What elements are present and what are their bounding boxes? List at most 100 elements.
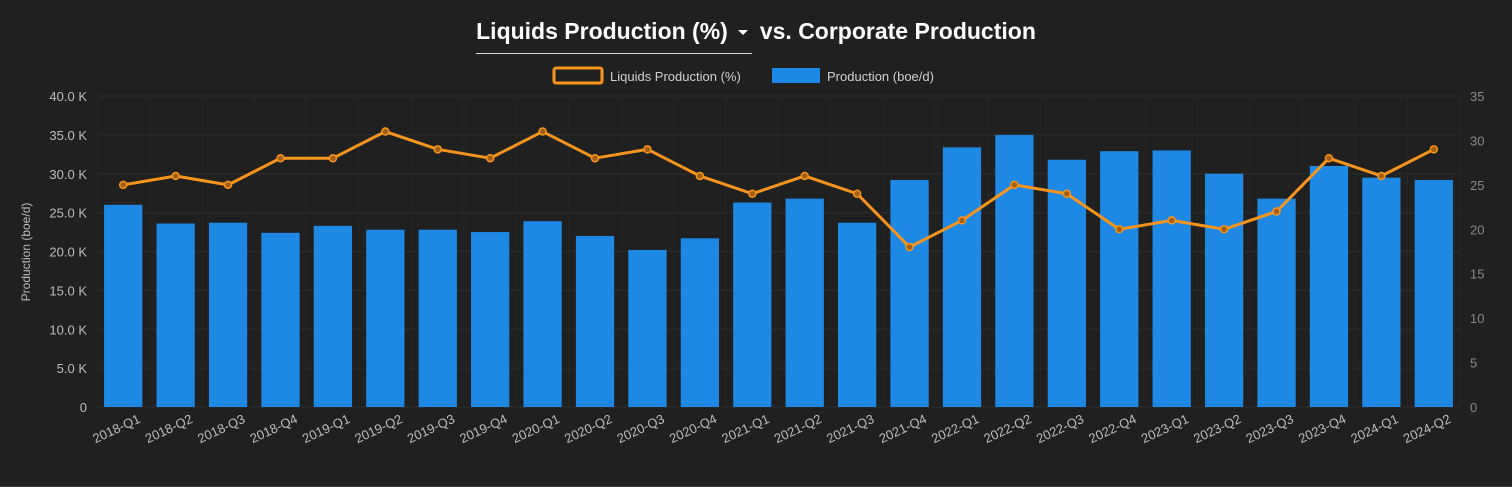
bar-2018-Q2[interactable] bbox=[156, 223, 195, 407]
y-tick-label-right: 0 bbox=[1470, 400, 1477, 415]
x-tick-label: 2022-Q1 bbox=[929, 411, 981, 446]
y-tick-label-left: 10.0 K bbox=[49, 322, 87, 337]
legend-item-liquids[interactable]: Liquids Production (%) bbox=[552, 66, 741, 85]
grid-lines bbox=[96, 95, 1461, 408]
line-point-2020-Q4[interactable] bbox=[695, 171, 705, 181]
x-axis: 2018-Q1 2018-Q2 2018-Q3 2018-Q4 2019-Q1 2019-… bbox=[90, 411, 1453, 446]
y-tick-label-left: 40.0 K bbox=[49, 89, 87, 104]
x-tick-label: 2018-Q1 bbox=[90, 411, 142, 446]
bar-2021-Q2[interactable] bbox=[785, 198, 824, 407]
metric-dropdown-label: Liquids Production (%) bbox=[476, 18, 728, 44]
line-point-2021-Q4[interactable] bbox=[905, 242, 914, 252]
bar-2022-Q4[interactable] bbox=[1100, 151, 1139, 407]
line-point-2022-Q4[interactable] bbox=[1115, 225, 1124, 234]
line-point-2021-Q1[interactable] bbox=[748, 189, 757, 198]
bar-2018-Q1[interactable] bbox=[104, 204, 143, 407]
y-tick-label-left: 30.0 K bbox=[49, 167, 87, 182]
line-point-2018-Q3[interactable] bbox=[223, 180, 233, 190]
line-point-2019-Q2[interactable] bbox=[381, 127, 390, 136]
line-point-2019-Q1[interactable] bbox=[328, 153, 338, 163]
x-tick-label: 2018-Q3 bbox=[195, 411, 247, 446]
x-tick-label: 2024-Q1 bbox=[1348, 411, 1400, 446]
y-tick-label-right: 25 bbox=[1470, 178, 1484, 193]
y-tick-label-right: 20 bbox=[1470, 222, 1484, 237]
line-point-2023-Q3[interactable] bbox=[1272, 207, 1281, 216]
x-tick-label: 2022-Q3 bbox=[1034, 411, 1086, 446]
line-point-2020-Q1[interactable] bbox=[538, 127, 547, 136]
x-tick-label: 2021-Q1 bbox=[719, 411, 771, 446]
bar-2021-Q3[interactable] bbox=[838, 222, 877, 407]
bar-2019-Q2[interactable] bbox=[366, 229, 405, 407]
bar-2023-Q2[interactable] bbox=[1204, 173, 1244, 407]
line-point-2021-Q2[interactable] bbox=[800, 171, 809, 181]
line-point-2023-Q1[interactable] bbox=[1167, 216, 1176, 225]
bar-2023-Q1[interactable] bbox=[1152, 150, 1191, 408]
y-tick-label-left: 35.0 K bbox=[49, 128, 87, 143]
bar-2019-Q4[interactable] bbox=[471, 232, 510, 407]
line-point-2020-Q2[interactable] bbox=[590, 153, 600, 163]
legend: Liquids Production (%) Production (boe/d… bbox=[552, 66, 934, 85]
bar-2019-Q1[interactable] bbox=[313, 225, 353, 407]
y-tick-label-right: 30 bbox=[1470, 133, 1484, 148]
bar-2019-Q3[interactable] bbox=[418, 229, 457, 407]
line-point-2022-Q1[interactable] bbox=[957, 216, 967, 225]
legend-label-production: Production (boe/d) bbox=[827, 69, 934, 84]
line-point-2020-Q3[interactable] bbox=[643, 145, 652, 154]
legend-swatch-line bbox=[552, 66, 604, 85]
x-tick-label: 2019-Q1 bbox=[300, 411, 352, 446]
x-tick-label: 2023-Q1 bbox=[1139, 411, 1191, 446]
x-tick-label: 2021-Q2 bbox=[772, 411, 824, 446]
x-tick-label: 2023-Q4 bbox=[1296, 411, 1348, 446]
line-point-2018-Q1[interactable] bbox=[118, 180, 128, 190]
line-point-2023-Q4[interactable] bbox=[1324, 153, 1334, 163]
x-tick-label: 2020-Q2 bbox=[562, 411, 614, 446]
x-tick-label: 2022-Q4 bbox=[1086, 411, 1138, 446]
bar-2020-Q2[interactable] bbox=[575, 235, 615, 407]
metric-dropdown[interactable]: Liquids Production (%) bbox=[476, 16, 752, 54]
line-point-2021-Q3[interactable] bbox=[852, 189, 862, 198]
chevron-down-icon[interactable] bbox=[737, 30, 748, 36]
bar-2022-Q2[interactable] bbox=[995, 134, 1034, 407]
y-tick-label-left: 25.0 K bbox=[49, 206, 87, 221]
line-point-2022-Q3[interactable] bbox=[1062, 189, 1072, 198]
bar-2020-Q1[interactable] bbox=[523, 221, 562, 407]
legend-item-production[interactable]: Production (boe/d) bbox=[772, 68, 934, 84]
bar-2024-Q2[interactable] bbox=[1414, 179, 1453, 407]
x-tick-label: 2019-Q4 bbox=[457, 411, 509, 446]
line-point-2024-Q1[interactable] bbox=[1377, 171, 1386, 181]
bar-2018-Q4[interactable] bbox=[261, 232, 300, 407]
x-tick-label: 2020-Q4 bbox=[667, 411, 719, 446]
line-point-2018-Q4[interactable] bbox=[276, 153, 285, 163]
bar-2020-Q4[interactable] bbox=[680, 238, 719, 407]
bar-2021-Q1[interactable] bbox=[733, 202, 772, 407]
bar-2024-Q1[interactable] bbox=[1362, 177, 1401, 407]
line-point-2018-Q2[interactable] bbox=[171, 171, 180, 181]
y-tick-label-left: 0 bbox=[80, 400, 87, 415]
bar-2018-Q3[interactable] bbox=[208, 222, 248, 407]
line-point-2019-Q4[interactable] bbox=[485, 153, 495, 163]
x-tick-label: 2021-Q3 bbox=[824, 411, 876, 446]
legend-swatch-bar bbox=[772, 68, 820, 83]
x-tick-label: 2020-Q3 bbox=[615, 411, 667, 446]
bar-2023-Q3[interactable] bbox=[1257, 198, 1296, 407]
y-axis-right: 0 5 10 15 20 25 30 35 bbox=[1470, 89, 1484, 415]
y-tick-label-left: 5.0 K bbox=[57, 361, 88, 376]
x-tick-label: 2019-Q3 bbox=[405, 411, 457, 446]
line-point-2023-Q2[interactable] bbox=[1219, 225, 1229, 234]
y-tick-label-right: 5 bbox=[1470, 356, 1477, 371]
line-point-2022-Q2[interactable] bbox=[1010, 180, 1019, 190]
line-point-2024-Q2[interactable] bbox=[1429, 145, 1439, 154]
bar-2021-Q4[interactable] bbox=[890, 179, 929, 407]
bar-2020-Q3[interactable] bbox=[628, 249, 667, 407]
line-series bbox=[118, 127, 1439, 252]
bar-2023-Q4[interactable] bbox=[1309, 165, 1349, 407]
x-tick-label: 2018-Q2 bbox=[143, 411, 195, 446]
bar-2022-Q1[interactable] bbox=[942, 147, 982, 407]
x-tick-label: 2020-Q1 bbox=[510, 411, 562, 446]
x-tick-label: 2018-Q4 bbox=[248, 411, 300, 446]
line-point-2019-Q3[interactable] bbox=[433, 145, 442, 154]
liquids-line bbox=[122, 130, 1435, 249]
chart-title-row: Liquids Production (%) vs. Corporate Prod… bbox=[0, 16, 1512, 54]
y-axis-title: Production (boe/d) bbox=[19, 203, 33, 302]
